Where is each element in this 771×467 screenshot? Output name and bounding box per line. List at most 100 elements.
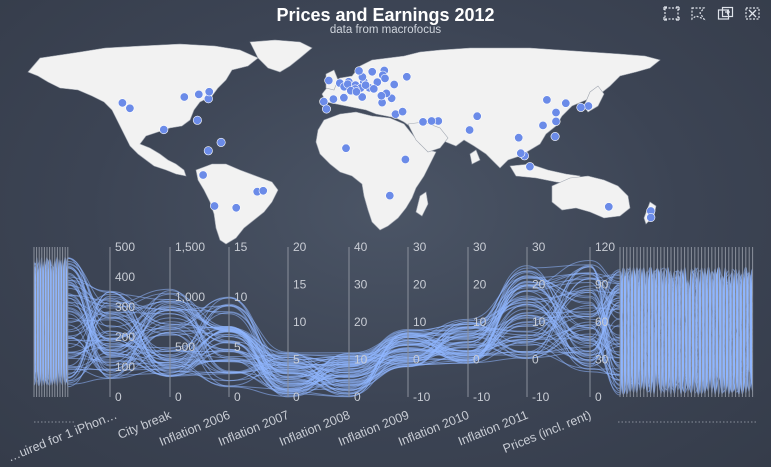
tick-label: 30 [354, 278, 368, 292]
city-point[interactable] [576, 102, 586, 112]
city-point[interactable] [198, 170, 208, 180]
tick-label: 5 [234, 340, 241, 354]
tick-label: 20 [532, 278, 546, 292]
tick-label: 5 [293, 353, 300, 367]
city-point[interactable] [324, 75, 334, 85]
series-line [33, 261, 753, 395]
keep-selection-icon[interactable] [717, 6, 734, 21]
city-point[interactable] [194, 89, 204, 99]
tick-label: 200 [115, 330, 135, 344]
tick-label: 10 [354, 353, 368, 367]
tick-label: 1,500 [175, 240, 205, 254]
axis-name: …uired for 1 iPhon… [6, 408, 119, 465]
city-point[interactable] [514, 133, 524, 143]
tick-label: 10 [532, 315, 546, 329]
city-point[interactable] [210, 201, 220, 211]
tick-label: 30 [413, 240, 427, 254]
chart-subtitle: data from macrofocus [329, 24, 442, 36]
clear-selection-icon[interactable] [744, 6, 761, 21]
city-point[interactable] [516, 148, 526, 158]
city-point[interactable] [159, 125, 169, 135]
city-point[interactable] [400, 155, 410, 165]
city-point[interactable] [646, 213, 656, 223]
tick-label: 500 [115, 240, 135, 254]
tick-label: 10 [473, 315, 487, 329]
lasso-select-icon[interactable] [690, 6, 707, 21]
city-point[interactable] [604, 202, 614, 212]
tick-label: 400 [115, 270, 135, 284]
tick-label: 0 [532, 353, 539, 367]
tick-label: 0 [595, 390, 602, 404]
city-point[interactable] [550, 132, 560, 142]
city-point[interactable] [357, 92, 367, 102]
tick-label: 120 [595, 240, 615, 254]
city-point[interactable] [551, 116, 561, 126]
tick-label: 20 [354, 315, 368, 329]
tick-label: 15 [293, 278, 307, 292]
tick-label: 0 [175, 390, 182, 404]
city-point[interactable] [385, 191, 395, 201]
tick-label: 0 [234, 390, 241, 404]
tick-label: 1,000 [175, 290, 205, 304]
city-point[interactable] [472, 111, 482, 121]
tick-label: 0 [293, 390, 300, 404]
city-point[interactable] [204, 87, 214, 97]
city-point[interactable] [125, 103, 135, 113]
city-point[interactable] [561, 98, 571, 108]
city-point[interactable] [376, 91, 386, 101]
city-point[interactable] [398, 107, 408, 117]
tick-label: 30 [473, 240, 487, 254]
city-points [117, 65, 656, 223]
tick-label: 30 [595, 353, 609, 367]
tick-label: 500 [175, 340, 195, 354]
city-point[interactable] [341, 143, 351, 153]
tick-label: 10 [234, 290, 248, 304]
city-point[interactable] [328, 94, 338, 104]
city-point[interactable] [192, 115, 202, 125]
city-point[interactable] [231, 203, 241, 213]
north-america [27, 43, 259, 177]
tick-label: 10 [413, 315, 427, 329]
city-point[interactable] [258, 186, 268, 196]
city-point[interactable] [203, 146, 213, 156]
city-point[interactable] [551, 108, 561, 118]
city-point[interactable] [418, 117, 428, 127]
tick-label: 0 [413, 353, 420, 367]
madagascar [415, 191, 429, 217]
city-point[interactable] [369, 84, 379, 94]
tick-label: 40 [354, 240, 368, 254]
tick-label: 300 [115, 300, 135, 314]
tick-label: -10 [473, 390, 491, 404]
city-point[interactable] [216, 137, 226, 147]
city-point[interactable] [525, 162, 535, 172]
tick-label: -10 [413, 390, 431, 404]
city-point[interactable] [389, 79, 399, 89]
tick-label: 60 [595, 315, 609, 329]
city-point[interactable] [542, 95, 552, 105]
tick-label: 0 [115, 390, 122, 404]
city-point[interactable] [117, 98, 127, 108]
city-point[interactable] [538, 120, 548, 130]
city-point[interactable] [354, 66, 364, 76]
tick-label: 0 [354, 390, 361, 404]
city-point[interactable] [351, 87, 361, 97]
islands [469, 149, 481, 165]
tick-label: 100 [115, 360, 135, 374]
city-point[interactable] [339, 93, 349, 103]
tick-label: 10 [293, 315, 307, 329]
city-point[interactable] [321, 104, 331, 114]
toolbox [663, 6, 761, 21]
rect-select-icon[interactable] [663, 6, 680, 21]
chart-title: Prices and Earnings 2012 [276, 5, 495, 25]
city-point[interactable] [361, 80, 371, 90]
city-point[interactable] [402, 72, 412, 82]
tick-label: 20 [473, 278, 487, 292]
greenland [249, 39, 313, 73]
city-point[interactable] [465, 125, 475, 135]
city-point[interactable] [179, 92, 189, 102]
city-point[interactable] [380, 73, 390, 83]
tick-label: 20 [293, 240, 307, 254]
city-point[interactable] [367, 67, 377, 77]
tick-label: 20 [413, 278, 427, 292]
